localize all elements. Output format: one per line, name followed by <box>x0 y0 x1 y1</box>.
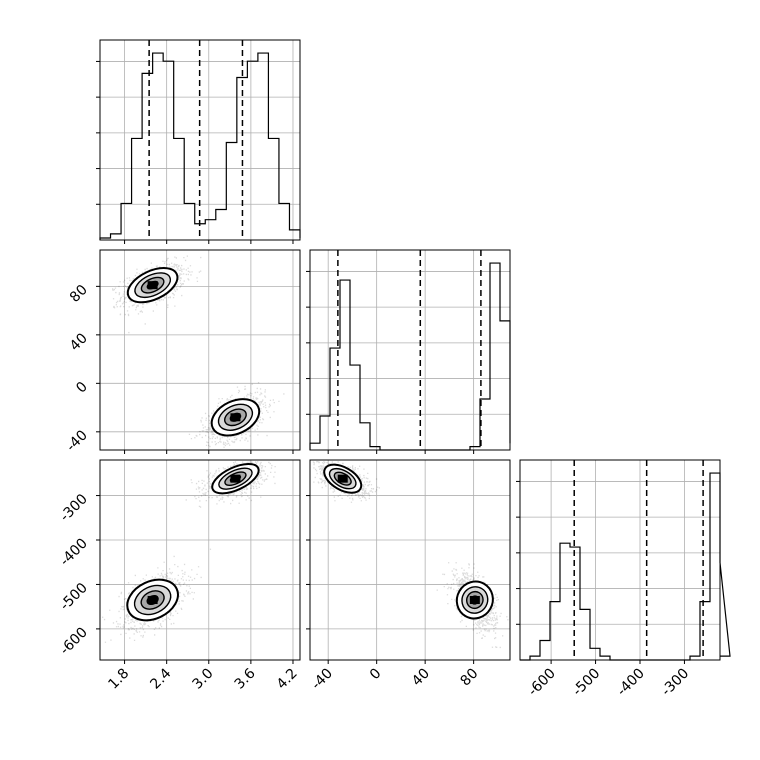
x-tick-label: -400 <box>614 666 648 700</box>
hist-panel-3 <box>516 459 731 664</box>
x-tick-label: 0 <box>367 666 385 684</box>
y-tick-label: -600 <box>57 624 91 658</box>
density-peak <box>147 281 158 290</box>
panel-frame <box>309 249 511 451</box>
panel-frame <box>309 459 511 661</box>
y-tick-label: 80 <box>67 282 91 306</box>
panel-frame <box>99 459 301 661</box>
histogram-steps <box>309 262 511 451</box>
y-tick-label: -300 <box>57 491 91 525</box>
scatter-panel-2-3 <box>306 459 511 664</box>
x-tick-label: 1.8 <box>105 666 132 693</box>
y-tick-label: 40 <box>67 330 91 354</box>
x-tick-label: 40 <box>409 666 433 690</box>
density-peak <box>469 596 480 604</box>
histogram-steps <box>520 472 731 661</box>
scatter-panel-1-2 <box>96 249 301 454</box>
density-peak <box>147 596 158 604</box>
panel-frame <box>99 39 301 241</box>
x-tick-label: -600 <box>525 666 559 700</box>
tick-labels: 1.8 2.4 3.0 3.6 4.2 -40 0 40 80 -600 -500 -400 -300-… <box>57 282 692 699</box>
x-tick-label: 3.6 <box>232 665 259 692</box>
y-tick-label: -500 <box>57 580 91 614</box>
hist-panel-1 <box>96 39 301 244</box>
y-tick-label: -400 <box>57 536 91 570</box>
density-peak <box>337 474 348 483</box>
y-tick-label: -40 <box>63 427 90 454</box>
x-tick-label: -300 <box>658 666 692 700</box>
scatter-panel-1-3 <box>96 459 301 664</box>
hist-panel-2 <box>306 249 511 454</box>
x-tick-label: -500 <box>570 666 604 700</box>
x-tick-label: 2.4 <box>147 665 174 692</box>
x-tick-label: 3.0 <box>190 666 217 693</box>
x-tick-label: 4.2 <box>274 666 301 693</box>
density-peak <box>230 474 241 483</box>
x-tick-label: 80 <box>458 666 482 690</box>
x-tick-label: -40 <box>309 666 336 693</box>
density-peak <box>230 413 241 422</box>
panel-frame <box>99 249 301 451</box>
panel-frame <box>519 459 721 661</box>
y-tick-label: 0 <box>73 379 91 397</box>
